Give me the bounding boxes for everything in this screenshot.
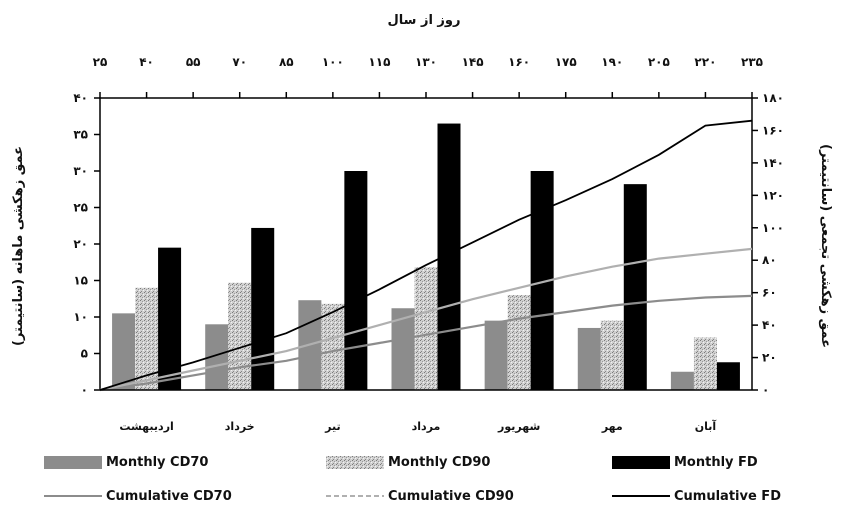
top-axis-tick-label: ۸۵ [279, 55, 294, 69]
bar-monthly-fd-3 [437, 123, 461, 391]
bar-monthly-cd90-2 [321, 303, 345, 390]
right-axis: ۰ ۲۰ ۴۰ ۶۰ ۸۰ ۱۰۰ ۱۲۰ ۱۴۰ ۱۶۰ ۱۸۰ [751, 91, 784, 397]
bar-monthly-cd90-0 [135, 287, 159, 390]
line-cumulative-fd [99, 119, 753, 391]
bar-monthly-cd70-3 [391, 308, 415, 390]
category-label: تیر [324, 420, 340, 433]
bar-monthly-cd70-0 [112, 313, 136, 390]
right-axis-tick-label: ۱۰۰ [762, 221, 784, 235]
top-axis-tick-label: ۵۵ [186, 55, 201, 69]
right-axis-tick-label: ۱۸۰ [762, 91, 784, 105]
left-axis: ۰ ۵ ۱۰ ۱۵ ۲۰ ۲۵ ۳۰ ۳۵ ۴۰ [73, 91, 101, 397]
left-axis-tick-label: ۳۰ [73, 164, 88, 178]
left-axis-tick-label: ۲۵ [73, 201, 88, 215]
top-axis-tick-label: ۱۱۵ [368, 55, 390, 69]
bar-monthly-cd70-4 [484, 320, 508, 390]
top-axis-tick-label: ۱۳۰ [415, 55, 437, 69]
top-axis-tick-label: ۱۰۰ [322, 55, 344, 69]
category-label: مرداد [412, 420, 441, 433]
bar-monthly-cd90-6 [693, 337, 717, 390]
legend-label: Monthly CD90 [388, 455, 490, 470]
legend-label: Monthly FD [674, 455, 758, 470]
right-axis-tick-label: ۴۰ [762, 318, 777, 332]
category-label: مهر [601, 420, 623, 433]
right-axis-tick-label: ۱۴۰ [762, 156, 784, 170]
left-axis-tick-label: ۲۰ [73, 237, 88, 251]
legend-swatch [326, 456, 384, 469]
bar-monthly-cd70-5 [577, 327, 601, 390]
legend-swatch [612, 456, 670, 469]
top-axis-tick-label: ۲۳۵ [741, 55, 763, 69]
top-axis-tick-label: ۱۶۰ [508, 55, 530, 69]
legend-label: Cumulative CD90 [388, 489, 514, 504]
legend-label: Cumulative FD [674, 489, 781, 504]
right-axis-tick-label: ۱۲۰ [762, 188, 784, 202]
category-label: اردیبهشت [119, 420, 173, 433]
top-axis-tick-label: ۲۰۵ [648, 55, 670, 69]
top-axis-tick-label: ۱۷۵ [555, 55, 577, 69]
right-axis-tick-label: ۰ [762, 383, 769, 397]
legend-swatch [44, 456, 102, 469]
legend-label: Monthly CD70 [106, 455, 208, 470]
right-axis-tick-label: ۸۰ [762, 253, 777, 267]
legend-label: Cumulative CD70 [106, 489, 232, 504]
bar-monthly-fd-1 [251, 227, 275, 390]
top-axis-tick-label: ۴۰ [139, 55, 154, 69]
bar-monthly-cd90-3 [414, 267, 438, 390]
bar-monthly-fd-5 [623, 184, 647, 390]
cumulative-lines [99, 119, 753, 392]
line-cumulative-cd90 [99, 247, 753, 392]
right-axis-tick-label: ۱۶۰ [762, 123, 784, 137]
left-axis-tick-label: ۳۵ [73, 128, 88, 142]
top-axis-tick-label: ۲۵ [93, 55, 108, 69]
bar-monthly-cd90-1 [228, 282, 252, 390]
category-label: خرداد [225, 420, 255, 433]
left-axis-tick-label: ۵ [81, 347, 88, 361]
x-axis: اردیبهشت خرداد تیر مرداد شهریور مهر آبان [100, 389, 752, 433]
line-cumulative-cd70 [99, 294, 753, 392]
right-axis-title: عمق زهکشی تجمعی (سانتیمتر) [818, 144, 833, 348]
left-axis-tick-label: ۱۵ [73, 274, 88, 288]
bar-monthly-fd-6 [716, 362, 740, 390]
category-label: شهریور [497, 420, 540, 433]
top-axis-tick-label: ۲۲۰ [694, 55, 716, 69]
left-axis-tick-label: ۰ [81, 383, 88, 397]
bar-monthly-cd70-6 [670, 371, 694, 390]
bar-monthly-cd90-5 [600, 320, 624, 390]
bar-monthly-fd-2 [344, 171, 368, 390]
top-axis: ۲۵ ۴۰ ۵۵ ۷۰ ۸۵ ۱۰۰ ۱۱۵ ۱۳۰ ۱۴۵ ۱۶۰ ۱۷۵ ۱۹۰ ۲۰۵ ۲۲۰ ۲۳۵ [93, 55, 763, 99]
legend: Monthly CD70 Monthly CD90 Monthly FD Cumula… [44, 455, 781, 504]
left-axis-title: عمق زهکشی ماهانه (سانتیمتر) [11, 146, 26, 346]
category-label: آبان [695, 419, 717, 433]
bars [112, 123, 740, 391]
top-axis-tick-label: ۱۴۵ [462, 55, 484, 69]
top-axis-tick-label: ۱۹۰ [601, 55, 623, 69]
right-axis-tick-label: ۲۰ [762, 351, 777, 365]
bar-monthly-fd-4 [530, 171, 554, 390]
right-axis-tick-label: ۶۰ [762, 286, 777, 300]
bar-monthly-fd-0 [158, 247, 182, 390]
top-axis-title: روز از سال [388, 13, 461, 28]
left-axis-tick-label: ۴۰ [73, 91, 88, 105]
bar-monthly-cd90-4 [507, 295, 531, 390]
left-axis-tick-label: ۱۰ [73, 310, 88, 324]
bar-monthly-cd70-1 [205, 324, 229, 390]
top-axis-tick-label: ۷۰ [232, 55, 247, 69]
